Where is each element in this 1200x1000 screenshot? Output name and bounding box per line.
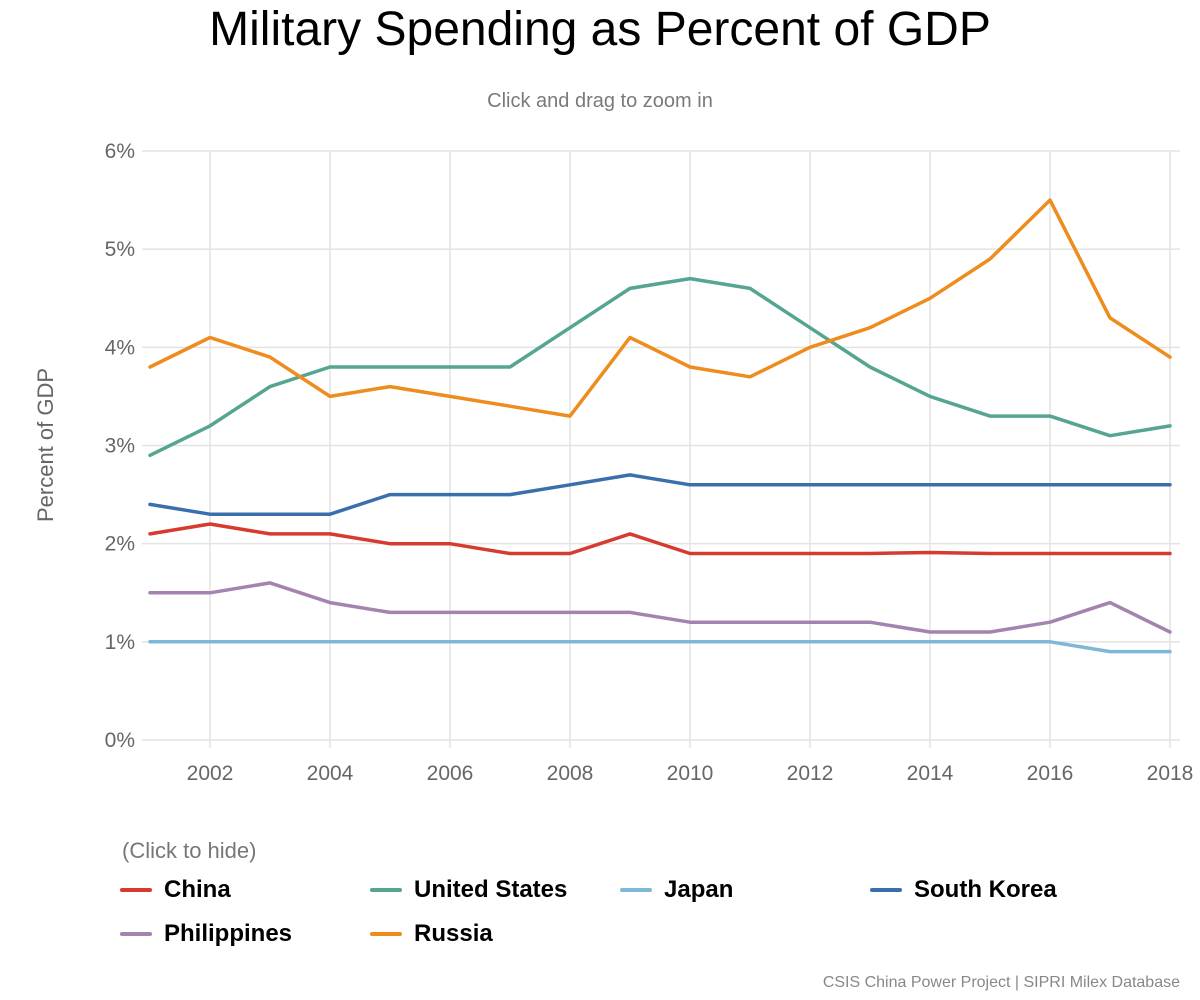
y-axis-label: Percent of GDP — [33, 368, 58, 522]
x-tick-label: 2002 — [187, 762, 234, 785]
y-tick-label: 0% — [105, 729, 135, 752]
y-tick-label: 5% — [105, 238, 135, 261]
series-line-south-korea[interactable] — [148, 473, 1172, 516]
x-tick-label: 2014 — [907, 762, 954, 785]
series-line-china[interactable] — [148, 522, 1172, 556]
legend-label: Japan — [664, 876, 734, 903]
x-tick-label: 2004 — [307, 762, 354, 785]
legend-item-china[interactable]: China — [120, 872, 231, 908]
x-tick-label: 2006 — [427, 762, 474, 785]
legend-label: United States — [414, 876, 568, 903]
series-line-united-states[interactable] — [148, 276, 1172, 458]
legend-swatch — [370, 888, 402, 892]
y-tick-label: 1% — [105, 631, 135, 654]
chart-title: Military Spending as Percent of GDP — [209, 3, 991, 56]
grid-lines — [142, 150, 1180, 748]
legend: China United States Japan South Korea Philip… — [120, 872, 1120, 962]
x-tick-label: 2010 — [667, 762, 714, 785]
legend-label: South Korea — [914, 876, 1057, 903]
legend-label: Russia — [414, 920, 493, 947]
legend-label: China — [164, 876, 231, 903]
source-credit: CSIS China Power Project | SIPRI Milex D… — [822, 974, 1180, 991]
y-axis-ticks: 0% 1% 2% 3% 4% 5% 6% — [105, 140, 135, 752]
series-line-japan[interactable] — [148, 640, 1172, 654]
legend-swatch — [120, 888, 152, 892]
x-tick-label: 2008 — [547, 762, 594, 785]
x-tick-label: 2012 — [787, 762, 834, 785]
x-tick-label: 2018 — [1147, 762, 1194, 785]
y-tick-label: 3% — [105, 435, 135, 458]
series-line-russia[interactable] — [148, 198, 1172, 418]
legend-swatch — [120, 932, 152, 936]
series-lines — [148, 198, 1172, 654]
series-line-philippines[interactable] — [148, 581, 1172, 634]
legend-item-united-states[interactable]: United States — [370, 872, 567, 908]
legend-item-philippines[interactable]: Philippines — [120, 916, 292, 952]
y-tick-label: 4% — [105, 336, 135, 359]
y-tick-label: 6% — [105, 140, 135, 163]
legend-hint: (Click to hide) — [122, 838, 257, 863]
legend-swatch — [620, 888, 652, 892]
y-tick-label: 2% — [105, 533, 135, 556]
x-axis-ticks: 2002 2004 2006 2008 2010 2012 2014 2016 2018 — [187, 762, 1194, 785]
chart-subtitle: Click and drag to zoom in — [487, 90, 713, 112]
legend-swatch — [870, 888, 902, 892]
legend-label: Philippines — [164, 920, 293, 947]
legend-swatch — [370, 932, 402, 936]
legend-item-japan[interactable]: Japan — [620, 872, 733, 908]
x-tick-label: 2016 — [1027, 762, 1074, 785]
legend-item-russia[interactable]: Russia — [370, 916, 493, 952]
legend-item-south-korea[interactable]: South Korea — [870, 872, 1057, 908]
